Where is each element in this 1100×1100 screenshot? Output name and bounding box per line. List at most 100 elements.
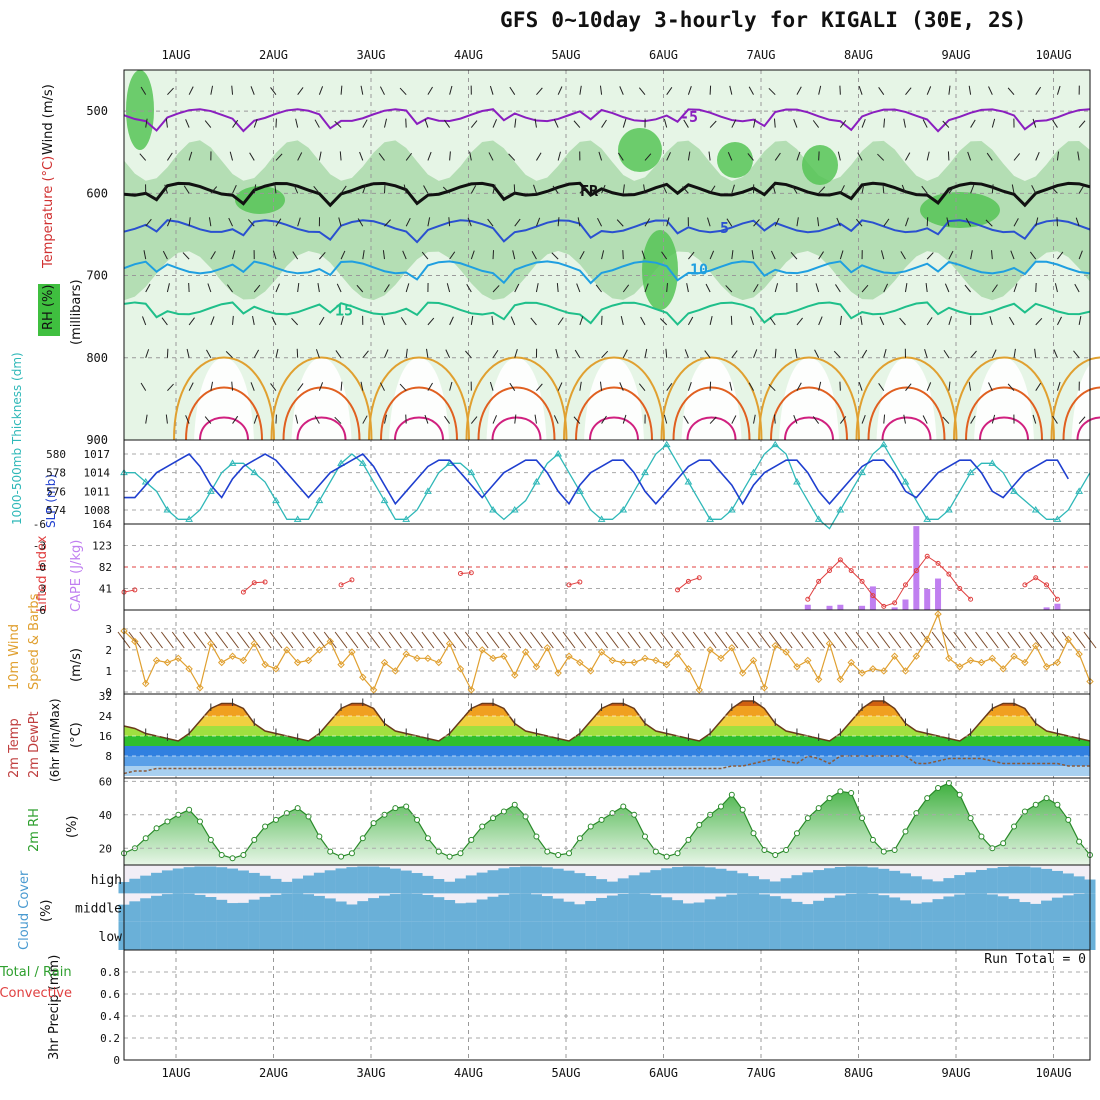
rh2m-point [338, 853, 345, 860]
wind-barb [595, 284, 602, 293]
wind-barb [427, 86, 433, 95]
wind10-point [804, 656, 812, 665]
wind-barb [421, 251, 429, 260]
precip-tick-label: 0.2 [100, 1032, 120, 1045]
cloud-cell [975, 869, 987, 894]
cloud-cell [216, 899, 228, 922]
wind10-point [293, 658, 302, 667]
cloud-cell [845, 893, 857, 922]
wind-barb [793, 118, 798, 128]
cloud-row-label: middle [75, 902, 122, 917]
thickness-point [923, 515, 932, 522]
wind10-point [532, 663, 541, 671]
wind-barb [535, 283, 539, 293]
wind-barb [362, 350, 369, 359]
wind10-barb [280, 631, 294, 649]
cloud-cell [313, 872, 325, 894]
wind-barb [662, 184, 668, 194]
cloud-cell [921, 921, 933, 950]
cloud-cell [183, 867, 195, 894]
wind-barb [883, 218, 890, 227]
chart-title: GFS 0~10day 3-hourly for KIGALI (30E, 2S… [500, 8, 1027, 32]
wind-barb [423, 185, 429, 194]
cloud-cell [129, 878, 141, 894]
wind-barb [145, 283, 151, 293]
cloud-cell [574, 873, 586, 894]
wind10-barb [291, 631, 305, 649]
wind-barb [773, 414, 776, 424]
wind-barb [470, 416, 478, 424]
wind10-barb [454, 631, 467, 649]
wind-barb [729, 85, 733, 95]
thickness-point [1010, 487, 1018, 494]
cloud-cell [433, 897, 445, 922]
cloud-cell [563, 870, 575, 894]
y-tick-label: 600 [86, 186, 108, 200]
wind10-point [348, 648, 356, 656]
rh2m-point [435, 848, 442, 855]
wind-barb [188, 86, 194, 95]
wind-barb [837, 151, 841, 161]
wind-barb [449, 151, 451, 161]
wind-tick-label: 0 [105, 686, 112, 699]
wind10-point [185, 665, 193, 673]
cloud-cell [899, 921, 911, 950]
cloud-cell [237, 921, 249, 950]
lifted-point [1044, 582, 1050, 588]
wind10-barb [671, 631, 684, 649]
cloud-cell [737, 873, 749, 894]
wind10-barb [334, 631, 348, 649]
wind10-point [1064, 635, 1072, 644]
cloud-cell [704, 867, 716, 894]
wind-barb [162, 250, 168, 260]
wind-barb [553, 119, 559, 128]
wind-barb [638, 383, 646, 391]
wind10-barb [399, 631, 413, 649]
wind-barb [313, 186, 320, 194]
wind-barb [297, 152, 303, 161]
isotherm-line [123, 301, 1091, 326]
cloud-cell [726, 870, 738, 894]
cloud-cell [965, 872, 977, 894]
cloud-cell [292, 921, 304, 950]
cloud-cell [596, 897, 608, 922]
wind-barb [424, 118, 429, 128]
wind-barb [861, 184, 865, 194]
wind-barb [769, 317, 776, 326]
isotherm-label: -5 [680, 108, 698, 126]
cloud-cell [281, 881, 293, 894]
slp-tick-label: 1011 [84, 485, 111, 498]
wind10-barb [855, 631, 869, 649]
wind10-barb [236, 631, 250, 649]
wind-barb [186, 348, 190, 358]
thickness-point [836, 506, 845, 513]
warm-isotherm [199, 416, 249, 441]
wind-barb [903, 118, 906, 128]
wind-barb [492, 349, 499, 359]
cloud-cell [791, 921, 803, 950]
cloud-cell [672, 867, 684, 894]
wind-barb [514, 283, 520, 293]
rh2m-point [142, 835, 149, 842]
wind-barb [1078, 250, 1083, 260]
cloud-cell [813, 900, 825, 922]
rh-legend-swatch [38, 284, 60, 336]
wind-barb [666, 282, 668, 293]
rh2m-point [294, 805, 301, 812]
thickness-point [424, 487, 432, 494]
cloud-cell [400, 893, 412, 922]
rh2m-point [674, 850, 681, 857]
wind10-point [359, 673, 367, 681]
wind-barb [166, 152, 173, 161]
lifted-point [566, 582, 572, 588]
wind-barb [1032, 118, 1037, 128]
wind10-point [369, 686, 378, 694]
wind-barb [145, 118, 148, 128]
wind-barb [252, 315, 255, 325]
rh2m-point [783, 846, 790, 853]
wind10-point [456, 665, 465, 673]
wind-barb [1053, 349, 1058, 358]
wind-barb [512, 250, 516, 260]
cloud-cell [758, 921, 770, 950]
temp-tick-label: 24 [99, 710, 113, 723]
